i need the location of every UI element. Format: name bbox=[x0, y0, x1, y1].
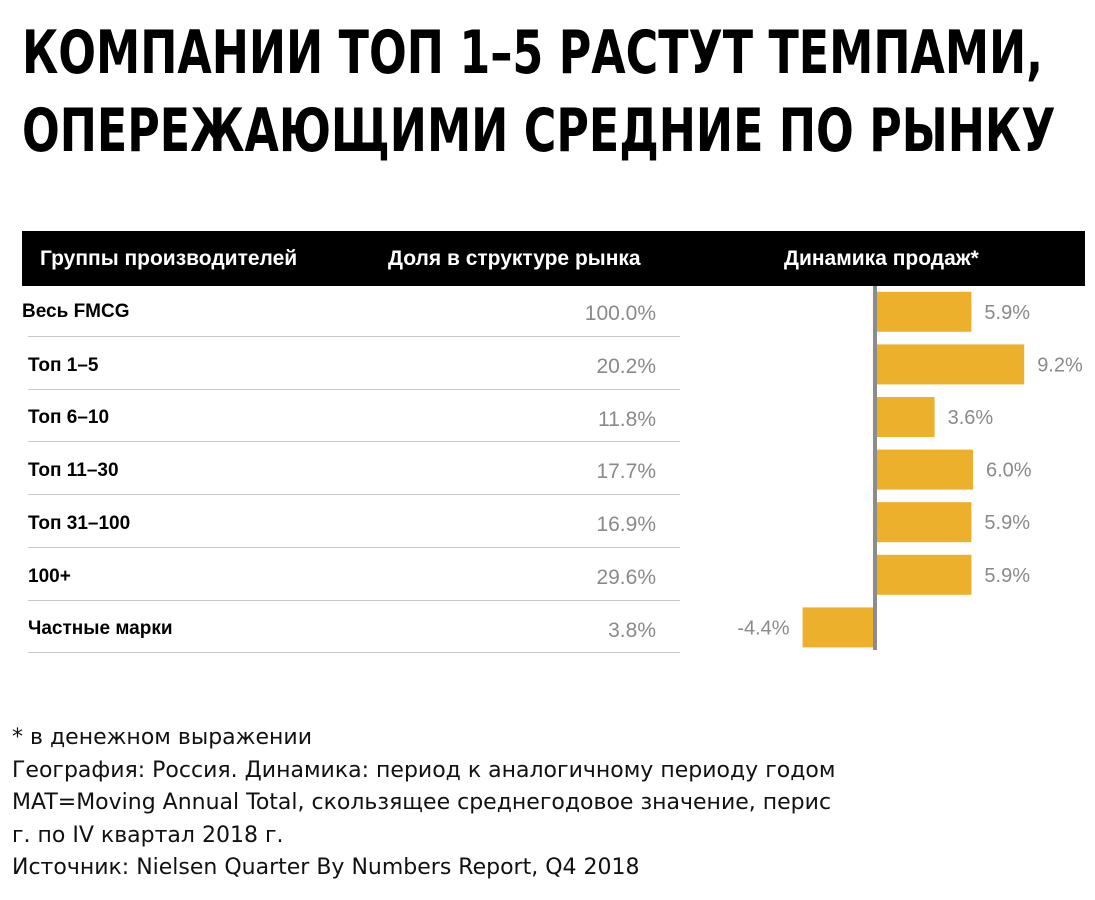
bar-label-1: 9.2% bbox=[1037, 354, 1083, 376]
row-divider bbox=[28, 441, 680, 442]
bar-1 bbox=[877, 344, 1025, 385]
bar-4 bbox=[877, 502, 972, 543]
row-share-top-11-30: 17.7% bbox=[596, 460, 656, 483]
row-divider bbox=[28, 494, 680, 495]
header-dynamics: Динамика продаж* bbox=[784, 247, 979, 270]
footnote-line-4: г. по IV квартал 2018 г. bbox=[12, 822, 284, 848]
row-label-all-fmcg: Весь FMCG bbox=[22, 301, 130, 322]
row-label-private-labels: Частные марки bbox=[28, 618, 173, 639]
title-line-1: КОМПАНИИ ТОП 1–5 РАСТУТ ТЕМПАМИ, bbox=[22, 18, 1044, 88]
footnote-line-2: География: Россия. Динамика: период к ан… bbox=[12, 757, 836, 783]
row-share-top-31-100: 16.9% bbox=[596, 513, 656, 536]
row-divider bbox=[28, 336, 680, 337]
row-share-private-labels: 3.8% bbox=[608, 619, 656, 642]
footnote-line-3: MAT=Moving Annual Total, скользящее сред… bbox=[12, 790, 832, 815]
row-label-100-plus: 100+ bbox=[28, 566, 71, 587]
bar-3 bbox=[877, 449, 973, 490]
chart-zero-axis bbox=[873, 286, 877, 650]
bar-label-3: 6.0% bbox=[986, 460, 1032, 482]
bar-0 bbox=[877, 291, 972, 332]
row-share-top-1-5: 20.2% bbox=[596, 355, 656, 378]
bar-6 bbox=[802, 607, 873, 648]
footnotes: * в денежном выражении География: Россия… bbox=[12, 722, 835, 885]
bar-label-2: 3.6% bbox=[948, 407, 994, 429]
row-share-top-6-10: 11.8% bbox=[598, 408, 656, 431]
row-label-top-6-10: Топ 6–10 bbox=[28, 407, 110, 428]
row-label-top-11-30: Топ 11–30 bbox=[28, 460, 119, 481]
bar-label-6: -4.4% bbox=[737, 617, 789, 639]
bar-label-5: 5.9% bbox=[984, 565, 1030, 587]
bar-label-4: 5.9% bbox=[984, 512, 1030, 534]
row-share-all-fmcg: 100.0% bbox=[584, 302, 656, 325]
sales-dynamics-chart: 5.9% 9.2% 3.6% 6.0% 5.9% 5.9% -4.4% bbox=[737, 286, 1083, 650]
header-groups: Группы производителей bbox=[40, 247, 298, 270]
row-divider bbox=[28, 389, 680, 390]
footnote-line-1: * в денежном выражении bbox=[12, 725, 312, 750]
header-share: Доля в структуре рынка bbox=[388, 247, 641, 270]
row-divider bbox=[28, 652, 680, 653]
table-header: Группы производителей Доля в структуре р… bbox=[22, 231, 1085, 286]
row-divider bbox=[28, 600, 680, 601]
bar-5 bbox=[877, 554, 972, 595]
row-share-100-plus: 29.6% bbox=[596, 566, 656, 589]
row-label-top-1-5: Топ 1–5 bbox=[28, 355, 99, 376]
bar-2 bbox=[877, 397, 935, 437]
row-divider bbox=[28, 547, 680, 548]
row-label-top-31-100: Топ 31–100 bbox=[28, 513, 131, 534]
footnote-line-5: Источник: Nielsen Quarter By Numbers Rep… bbox=[12, 855, 640, 880]
title-line-2: ОПЕРЕЖАЮЩИМИ СРЕДНИЕ ПО РЫНКУ bbox=[22, 96, 1056, 166]
page-title: КОМПАНИИ ТОП 1–5 РАСТУТ ТЕМПАМИ, ОПЕРЕЖА… bbox=[22, 14, 1056, 170]
bar-label-0: 5.9% bbox=[984, 302, 1030, 324]
